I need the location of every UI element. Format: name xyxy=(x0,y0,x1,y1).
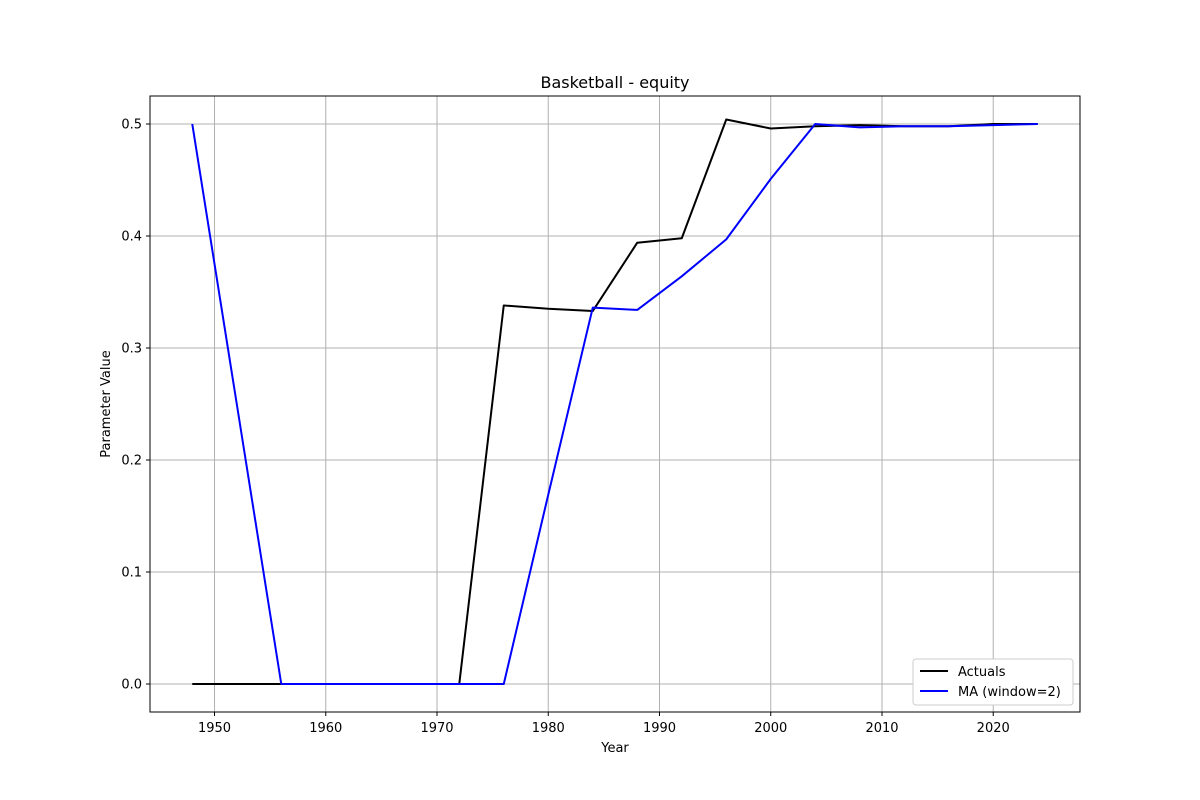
y-tick-label: 0.0 xyxy=(121,678,142,693)
y-axis-label: Parameter Value xyxy=(99,350,114,457)
x-tick-label: 2020 xyxy=(977,721,1010,736)
legend-box xyxy=(912,658,1074,706)
y-tick-label: 0.3 xyxy=(121,342,142,357)
legend-label-actuals: Actuals xyxy=(958,665,1006,680)
x-tick-label: 2010 xyxy=(865,721,898,736)
y-tick-label: 0.5 xyxy=(121,118,142,133)
x-tick-label: 1970 xyxy=(420,721,453,736)
y-axis-ticks: 0.0 0.1 0.2 0.3 0.4 0.5 xyxy=(121,118,150,693)
x-tick-label: 2000 xyxy=(754,721,787,736)
series-line-ma xyxy=(191,123,1038,685)
y-tick-label: 0.1 xyxy=(121,566,142,581)
y-tick-label: 0.4 xyxy=(121,230,142,245)
legend: Actuals MA (window=2) xyxy=(912,658,1074,706)
chart-title: Basketball - equity xyxy=(540,73,689,92)
series-line-actuals xyxy=(192,118,1038,685)
legend-label-ma: MA (window=2) xyxy=(958,685,1061,700)
x-tick-label: 1960 xyxy=(309,721,342,736)
y-tick-label: 0.2 xyxy=(121,454,142,469)
plot-frame xyxy=(149,95,1081,713)
grid xyxy=(150,96,1080,712)
x-tick-label: 1990 xyxy=(643,721,676,736)
series-layer xyxy=(191,118,1038,685)
x-axis-ticks: 1950 1960 1970 1980 1990 2000 2010 2020 xyxy=(198,712,1010,736)
x-tick-label: 1950 xyxy=(198,721,231,736)
x-axis-label: Year xyxy=(600,741,629,756)
x-tick-label: 1980 xyxy=(532,721,565,736)
